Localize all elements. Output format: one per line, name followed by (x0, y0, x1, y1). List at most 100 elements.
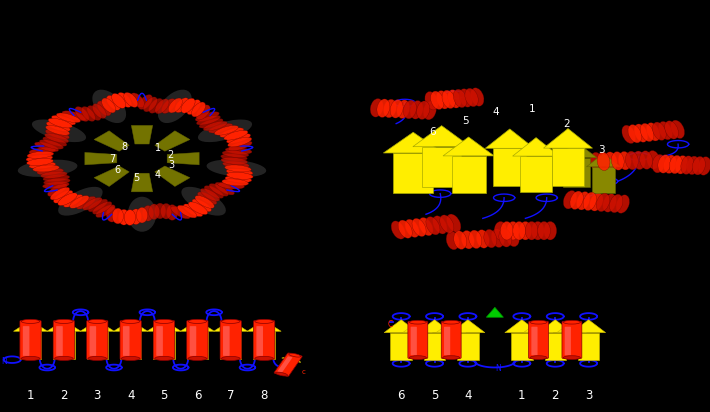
Bar (87, 331, 108, 359)
Text: 2: 2 (563, 119, 570, 129)
Ellipse shape (168, 98, 182, 113)
Ellipse shape (506, 228, 520, 247)
Ellipse shape (155, 203, 166, 219)
Text: 5: 5 (160, 389, 168, 402)
FancyBboxPatch shape (56, 326, 62, 356)
Ellipse shape (681, 156, 694, 174)
FancyBboxPatch shape (256, 326, 263, 356)
Ellipse shape (138, 95, 153, 110)
Polygon shape (80, 321, 114, 331)
Ellipse shape (29, 162, 55, 169)
Bar (409, 332, 427, 358)
Ellipse shape (143, 206, 154, 221)
Ellipse shape (423, 101, 437, 120)
Ellipse shape (136, 207, 148, 223)
FancyBboxPatch shape (444, 327, 450, 355)
Ellipse shape (148, 204, 160, 220)
Ellipse shape (175, 98, 189, 112)
Ellipse shape (214, 126, 239, 135)
FancyBboxPatch shape (278, 356, 293, 373)
Ellipse shape (77, 197, 96, 209)
Ellipse shape (192, 199, 212, 212)
Ellipse shape (209, 184, 229, 196)
Ellipse shape (27, 151, 54, 158)
Bar (220, 331, 241, 359)
Ellipse shape (58, 193, 77, 206)
Ellipse shape (121, 319, 140, 323)
Ellipse shape (222, 150, 248, 157)
Ellipse shape (675, 156, 688, 174)
Ellipse shape (199, 119, 223, 128)
Ellipse shape (219, 128, 244, 138)
Ellipse shape (611, 152, 624, 170)
Polygon shape (247, 321, 281, 331)
FancyBboxPatch shape (89, 326, 96, 356)
Ellipse shape (37, 168, 64, 175)
Ellipse shape (52, 115, 75, 125)
Text: 8: 8 (121, 142, 127, 152)
Ellipse shape (447, 214, 461, 232)
Ellipse shape (43, 182, 69, 189)
Bar (275, 359, 297, 376)
Ellipse shape (628, 124, 642, 143)
Text: 1: 1 (155, 143, 160, 153)
Ellipse shape (178, 205, 197, 218)
Polygon shape (586, 154, 621, 167)
Ellipse shape (222, 356, 240, 360)
Ellipse shape (410, 101, 423, 119)
Ellipse shape (181, 187, 226, 215)
Ellipse shape (26, 155, 53, 162)
Ellipse shape (519, 222, 532, 240)
Ellipse shape (92, 201, 112, 214)
Ellipse shape (398, 220, 413, 238)
Ellipse shape (27, 159, 53, 166)
Ellipse shape (501, 222, 513, 240)
Polygon shape (572, 320, 606, 332)
Ellipse shape (225, 147, 252, 154)
Polygon shape (513, 138, 559, 156)
Polygon shape (443, 137, 494, 156)
Polygon shape (180, 321, 214, 331)
Ellipse shape (410, 356, 426, 360)
Ellipse shape (196, 105, 210, 120)
Bar (592, 167, 615, 193)
Bar (511, 332, 532, 360)
Ellipse shape (633, 151, 645, 169)
Ellipse shape (640, 123, 654, 142)
Ellipse shape (426, 217, 440, 235)
Ellipse shape (226, 133, 251, 143)
Ellipse shape (454, 89, 466, 108)
Bar (578, 332, 599, 360)
FancyBboxPatch shape (120, 321, 141, 359)
Ellipse shape (181, 98, 195, 113)
Ellipse shape (590, 193, 603, 211)
Ellipse shape (160, 204, 172, 219)
Ellipse shape (218, 182, 244, 189)
FancyBboxPatch shape (223, 326, 229, 356)
Ellipse shape (403, 100, 417, 119)
Ellipse shape (471, 88, 484, 106)
Polygon shape (383, 132, 443, 153)
Text: 6: 6 (114, 165, 120, 175)
Text: 1: 1 (27, 389, 34, 402)
Text: 1: 1 (529, 104, 536, 114)
Ellipse shape (131, 93, 145, 108)
Text: 5: 5 (133, 173, 139, 183)
Ellipse shape (187, 100, 201, 115)
Ellipse shape (88, 319, 106, 323)
Ellipse shape (412, 218, 426, 236)
Ellipse shape (370, 98, 383, 117)
Ellipse shape (226, 172, 253, 179)
Bar (552, 148, 584, 186)
Text: 3: 3 (598, 145, 605, 154)
Ellipse shape (228, 141, 252, 151)
Ellipse shape (106, 95, 121, 110)
Polygon shape (131, 173, 153, 192)
Polygon shape (85, 152, 116, 165)
Ellipse shape (433, 216, 447, 234)
Ellipse shape (647, 150, 660, 169)
Ellipse shape (383, 99, 396, 118)
Ellipse shape (45, 133, 69, 143)
Ellipse shape (124, 92, 138, 108)
FancyBboxPatch shape (23, 326, 29, 356)
